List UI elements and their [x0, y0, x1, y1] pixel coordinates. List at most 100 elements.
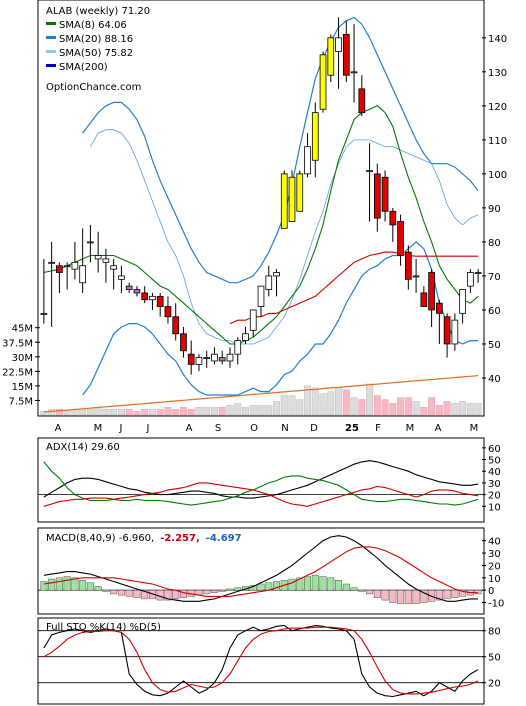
macd-histogram-bar	[94, 586, 102, 591]
month-label: M	[406, 423, 415, 434]
month-label: O	[250, 423, 258, 434]
adx-title: ADX(14) 29.60	[46, 442, 120, 453]
volume-bar	[218, 406, 226, 416]
macd-histogram-bar	[296, 577, 304, 591]
price-axis-ticks: 40 50 60 70 80 90 100 110 120 130 140	[482, 34, 507, 385]
candle-body	[420, 292, 428, 307]
candle-body	[249, 309, 257, 331]
volume-bar	[420, 406, 428, 416]
volume-bar	[210, 406, 218, 416]
tick-label: -10	[488, 599, 504, 610]
stochastic-panel: 20 50 80 Full STO %K(14) %D(5)	[37, 617, 501, 705]
volume-bar	[179, 406, 187, 416]
month-label: A	[435, 423, 442, 434]
candle-body	[133, 289, 141, 294]
candle-body	[203, 357, 211, 359]
candle-body	[71, 261, 79, 270]
candle-body	[234, 340, 242, 355]
candle-body	[412, 275, 420, 278]
candle-body	[296, 173, 304, 212]
volume-bar	[141, 408, 149, 416]
macd-histogram-bar	[133, 589, 141, 598]
candle-body	[40, 312, 48, 315]
macd-title: MACD(8,40,9) -6.960,	[46, 533, 154, 544]
macd-histogram-bar	[459, 589, 467, 597]
volume-bar	[296, 399, 304, 416]
macd-histogram-bar	[319, 576, 327, 591]
volume-bar	[234, 403, 242, 416]
candle-body	[459, 289, 466, 314]
candle-body	[195, 357, 203, 365]
volume-bar	[451, 403, 459, 416]
candle-body	[79, 265, 86, 284]
tick-label: 30	[488, 479, 501, 490]
legend-label: SMA(50) 75.82	[59, 48, 133, 59]
volume-bar	[86, 408, 94, 416]
candle-body	[63, 265, 71, 268]
adx-line	[43, 460, 479, 499]
candle-body	[273, 272, 280, 277]
volume-bar	[404, 397, 412, 416]
candle-body	[265, 275, 273, 290]
tick-label: 20	[488, 561, 501, 572]
volume-bar	[273, 401, 281, 416]
sma8-line	[43, 105, 479, 345]
volume-bar	[172, 408, 180, 416]
tick-label: 60	[488, 444, 501, 455]
candle-body	[443, 316, 451, 345]
macd-histogram-bar	[55, 577, 63, 591]
month-label: 25	[345, 423, 359, 434]
price-tick-label: 90	[488, 204, 501, 215]
volume-bar	[117, 408, 125, 416]
macd-signal-line	[43, 546, 479, 597]
volume-bar	[195, 406, 203, 416]
candle-body	[180, 333, 187, 352]
candle-body	[404, 251, 412, 280]
sma20-line	[90, 129, 479, 345]
tick-label: 50	[488, 653, 501, 664]
month-label: M	[94, 423, 103, 434]
candle-body	[311, 112, 319, 161]
legend-label: SMA(200)	[59, 62, 108, 73]
tick-label: 0	[488, 586, 494, 597]
month-label: F	[375, 423, 381, 434]
volume-bar	[428, 397, 436, 416]
month-label: S	[215, 423, 221, 434]
candle-body	[397, 221, 404, 256]
macd-histogram-bar	[288, 578, 296, 591]
volume-tick-label: 37.5M	[2, 338, 33, 349]
volume-bar	[40, 410, 48, 416]
volume-bar	[327, 391, 335, 416]
volume-bar	[435, 405, 443, 416]
volume-tick-label: 22.5M	[2, 367, 33, 378]
tick-label: 20	[488, 679, 501, 690]
volume-bar	[366, 383, 374, 416]
legend-swatch	[46, 64, 56, 67]
bollinger-lower-line	[82, 241, 479, 396]
macd-histogram-bar	[412, 589, 420, 605]
candle-body	[319, 54, 327, 110]
volume-bar	[304, 385, 312, 416]
macd-histogram-bar	[141, 589, 149, 600]
month-label: D	[310, 423, 318, 434]
volume-bar	[342, 389, 350, 416]
tick-label: 40	[488, 467, 501, 478]
macd-histogram-bar	[311, 575, 319, 591]
candle-body	[373, 173, 381, 219]
di-line	[43, 482, 479, 507]
svg-text:MACD(8,40,9) -6.960,-2.257,-4.: MACD(8,40,9) -6.960, -2.257, -4.697	[46, 533, 242, 544]
volume-bar	[350, 397, 358, 416]
tick-label: 20	[488, 491, 501, 502]
macd-histogram-bar	[443, 589, 451, 600]
macd-histogram-bar	[342, 583, 350, 591]
volume-bar	[443, 401, 451, 416]
volume-bar	[125, 408, 133, 416]
macd-histogram-bar	[110, 589, 118, 595]
volume-tick-label: 7.5M	[8, 396, 33, 407]
candle-body	[335, 37, 342, 52]
candle-body	[358, 88, 366, 114]
volume-bar	[265, 405, 273, 416]
volume-bar	[358, 399, 366, 416]
